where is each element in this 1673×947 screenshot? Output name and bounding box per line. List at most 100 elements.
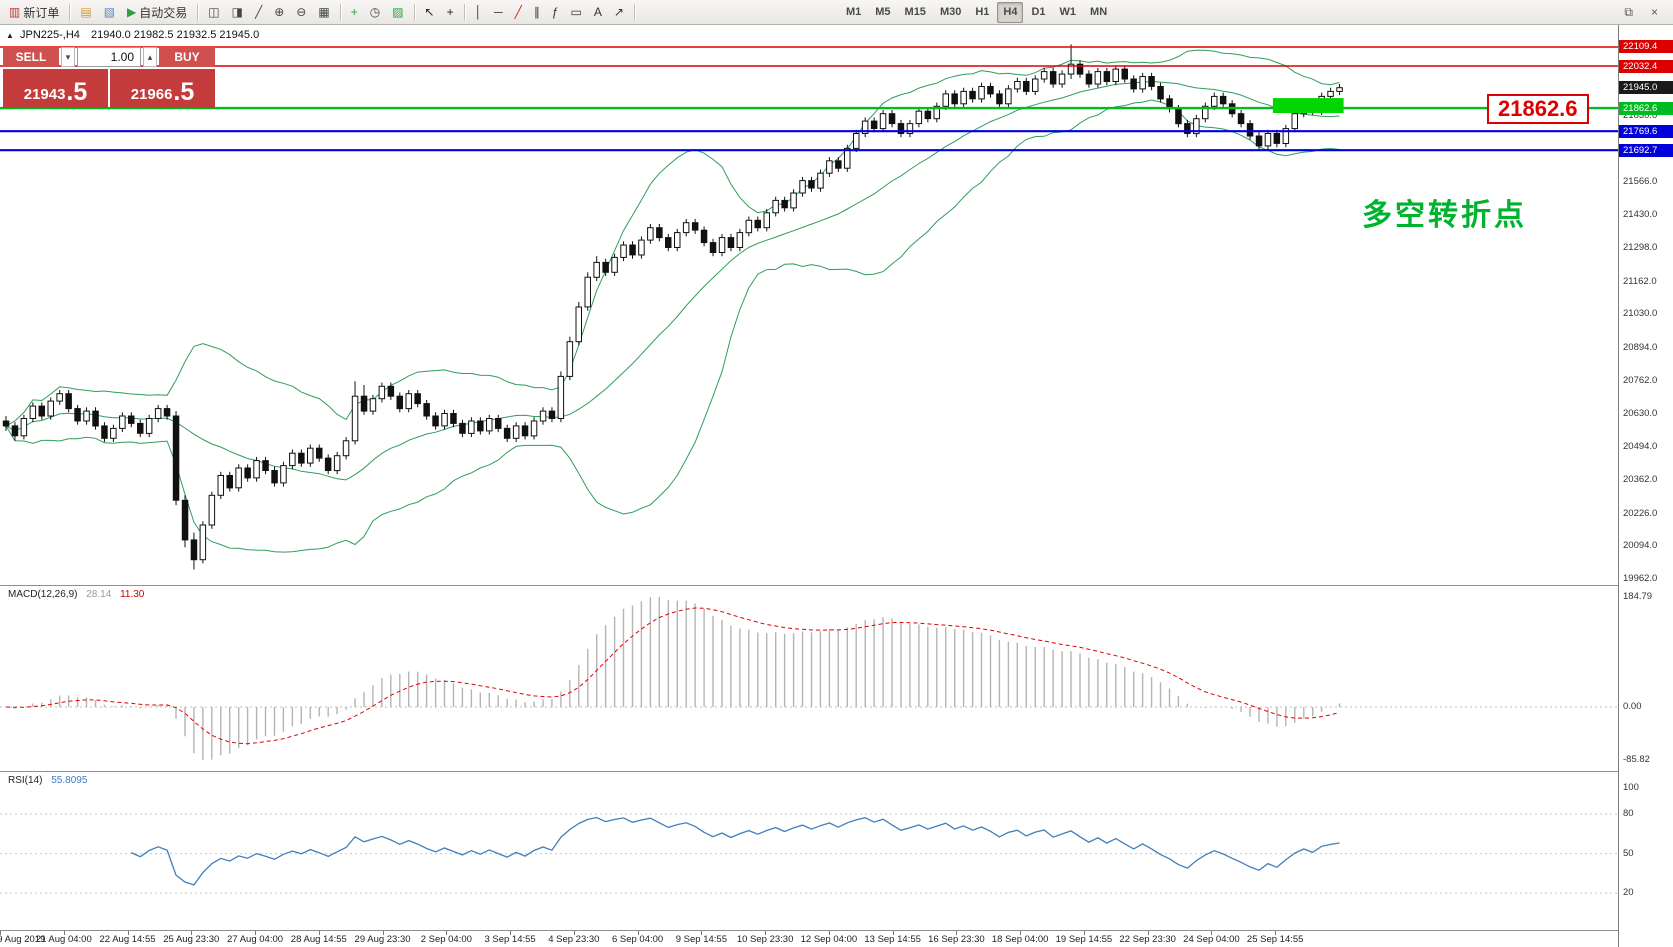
sell-dropdown-caret[interactable]: ▾ [61,47,75,67]
text-icon: A [593,5,602,19]
templates-button[interactable]: ▨ [387,2,408,23]
text-button[interactable]: A [589,2,607,23]
toolbar-separator [633,3,635,21]
window-close-button[interactable]: × [1646,2,1663,23]
buy-price-pip: .5 [173,78,195,106]
time-axis-label: 10 Sep 23:30 [736,934,794,945]
rsi-panel-divider[interactable] [0,771,1673,772]
horizontal-line-button[interactable]: ─ [489,2,508,23]
channel-icon: ∥ [533,5,540,19]
crosshair-button[interactable]: + [442,2,459,23]
cursor-icon: ↖ [424,5,435,19]
channel-button[interactable]: ∥ [529,2,545,23]
timeframe-button-m30[interactable]: M30 [934,2,967,23]
sell-price-button[interactable]: 21943 .5 [3,69,108,108]
new-order-button[interactable]: ▥ 新订单 [4,2,64,23]
time-axis-tick [510,931,512,935]
timeframe-button-m15-label: M15 [904,6,926,18]
charts-button[interactable]: ▤ [75,2,96,23]
toolbar-separator [339,3,341,21]
rsi-indicator-label: RSI(14) 55.8095 [8,775,87,786]
window-restore-button[interactable]: ⧉ [1619,2,1638,23]
arrows-button[interactable]: ↗ [609,2,629,23]
trendline-icon: ╱ [514,5,522,19]
zoom-in-icon: ⊕ [274,5,285,19]
horizontal-line-icon: ─ [494,5,503,19]
line-chart-button[interactable]: ╱ [250,2,267,23]
price-axis-label: 21030.0 [1623,308,1658,320]
candlestick-chart-button[interactable]: ◨ [227,2,248,23]
timeframe-button-m5-label: M5 [875,6,891,18]
macd-title: MACD(12,26,9) [8,589,78,600]
pivot-price-callout[interactable]: 21862.6 [1487,94,1589,124]
turning-point-annotation[interactable]: 多空转折点 [1362,199,1527,232]
shapes-button[interactable]: ▭ [566,2,587,23]
time-axis-tick [446,931,448,935]
time-axis-label: 3 Sep 14:55 [484,934,536,945]
time-axis-tick [63,931,65,935]
timeframe-button-mn[interactable]: MN [1084,2,1113,23]
timeframe-button-d1[interactable]: D1 [1025,2,1051,23]
time-axis-label: 22 Sep 23:30 [1119,934,1176,945]
bar-chart-button[interactable]: ◫ [203,2,224,23]
crosshair-icon: + [446,5,454,19]
shapes-icon: ▭ [570,5,582,19]
autotrading-button[interactable]: ▶ 自动交易 [122,2,192,23]
fibonacci-button[interactable]: ƒ [547,2,564,23]
zoom-out-button[interactable]: ⊖ [291,2,311,23]
time-axis-tick [765,931,767,935]
sell-button[interactable]: SELL [3,47,59,67]
vertical-line-button[interactable]: │ [470,2,488,23]
price-axis-label: 21162.0 [1623,275,1657,287]
buy-button[interactable]: BUY [159,47,215,67]
pivot-tag: 21862.6 [1619,101,1673,115]
time-axis-label: 4 Sep 23:30 [548,934,600,945]
price-axis-label: 19962.0 [1623,573,1658,585]
timeframe-button-m5[interactable]: M5 [869,2,896,23]
support-2-tag: 21692.7 [1619,143,1673,157]
indicators-icon: + [350,5,358,19]
trendline-button[interactable]: ╱ [510,2,527,23]
timeframe-button-h4[interactable]: H4 [997,1,1024,23]
rsi-scale-label: 80 [1623,808,1634,820]
cursor-button[interactable]: ↖ [420,2,440,23]
price-axis[interactable]: 21830.0 21566.0 21430.0 21298.0 21162.0 21030… [1618,25,1673,947]
time-axis-divider [0,930,1673,931]
timeframe-button-w1-label: W1 [1059,6,1077,18]
periods-button[interactable]: ◷ [365,2,385,23]
time-axis-tick [1020,931,1022,935]
time-axis-tick [255,931,257,935]
volume-stepper[interactable]: ▴ [143,47,157,67]
zoom-in-button[interactable]: ⊕ [269,2,289,23]
timeframe-button-w1[interactable]: W1 [1054,2,1083,23]
periods-icon: ◷ [369,5,381,19]
macd-panel-divider[interactable] [0,585,1673,586]
price-axis-label: 21566.0 [1623,175,1658,187]
macd-main-value: 28.14 [86,589,112,600]
time-axis-tick [892,931,894,935]
profiles-button[interactable]: ▧ [99,2,120,23]
time-axis-tick [0,931,1,935]
bar-chart-icon: ◫ [208,5,220,19]
buy-price-button[interactable]: 21966 .5 [110,69,215,108]
grid-button[interactable]: ▦ [313,2,334,23]
charts-icon: ▤ [80,5,92,19]
rsi-scale-label: 100 [1623,781,1639,793]
volume-input[interactable]: 1.00 [77,47,141,67]
resistance-2-tag: 22032.4 [1619,59,1673,73]
sell-price-main: 21943 [23,86,66,103]
indicators-button[interactable]: + [346,2,363,23]
toolbar-separator [413,3,415,21]
time-axis-tick [191,931,193,935]
price-axis-label: 21430.0 [1623,209,1658,221]
new-order-button-label: 新订单 [23,5,60,20]
timeframe-button-m15[interactable]: M15 [899,2,932,23]
time-axis-tick [1211,931,1213,935]
bollinger-bands-layer [5,49,1340,553]
timeframe-button-h1[interactable]: H1 [969,2,995,23]
price-axis-label: 20494.0 [1623,441,1658,453]
timeframe-button-m1[interactable]: M1 [840,2,867,23]
